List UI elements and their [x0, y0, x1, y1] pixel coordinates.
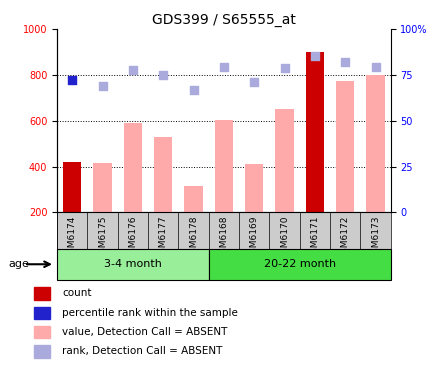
- Text: GSM6169: GSM6169: [249, 215, 258, 259]
- Text: GSM6173: GSM6173: [370, 215, 379, 259]
- Text: 3-4 month: 3-4 month: [104, 259, 162, 269]
- Bar: [124, 123, 141, 212]
- Text: age: age: [9, 259, 30, 269]
- Point: [250, 79, 257, 85]
- Bar: [275, 109, 293, 212]
- Bar: [154, 137, 172, 212]
- Bar: [244, 164, 263, 212]
- Bar: [366, 75, 384, 212]
- Point: [220, 64, 227, 70]
- Text: GSM6170: GSM6170: [279, 215, 288, 259]
- Bar: [34, 346, 50, 358]
- Point: [190, 87, 197, 93]
- Text: GSM6172: GSM6172: [340, 215, 349, 259]
- Text: count: count: [62, 288, 92, 299]
- Bar: [305, 52, 323, 212]
- Title: GDS399 / S65555_at: GDS399 / S65555_at: [152, 13, 295, 27]
- Bar: [34, 326, 50, 338]
- Text: GSM6174: GSM6174: [67, 215, 77, 259]
- Text: percentile rank within the sample: percentile rank within the sample: [62, 308, 238, 318]
- Text: GSM6168: GSM6168: [219, 215, 228, 259]
- Point: [129, 68, 136, 74]
- Bar: [34, 287, 50, 299]
- Text: rank, Detection Call = ABSENT: rank, Detection Call = ABSENT: [62, 347, 222, 356]
- Text: value, Detection Call = ABSENT: value, Detection Call = ABSENT: [62, 327, 227, 337]
- Bar: [184, 186, 202, 212]
- Text: GSM6177: GSM6177: [159, 215, 167, 259]
- Point: [371, 64, 378, 70]
- Bar: [57, 249, 208, 280]
- Bar: [208, 249, 390, 280]
- Point: [69, 77, 76, 83]
- Text: GSM6176: GSM6176: [128, 215, 137, 259]
- Text: GSM6178: GSM6178: [189, 215, 198, 259]
- Text: GSM6175: GSM6175: [98, 215, 107, 259]
- Point: [280, 65, 287, 71]
- Point: [311, 53, 318, 59]
- Text: 20-22 month: 20-22 month: [263, 259, 335, 269]
- Point: [159, 72, 166, 78]
- Bar: [214, 120, 233, 212]
- Bar: [34, 307, 50, 319]
- Bar: [336, 81, 353, 212]
- Point: [99, 83, 106, 89]
- Bar: [63, 162, 81, 212]
- Bar: [93, 163, 111, 212]
- Point: [341, 60, 348, 66]
- Text: GSM6171: GSM6171: [310, 215, 319, 259]
